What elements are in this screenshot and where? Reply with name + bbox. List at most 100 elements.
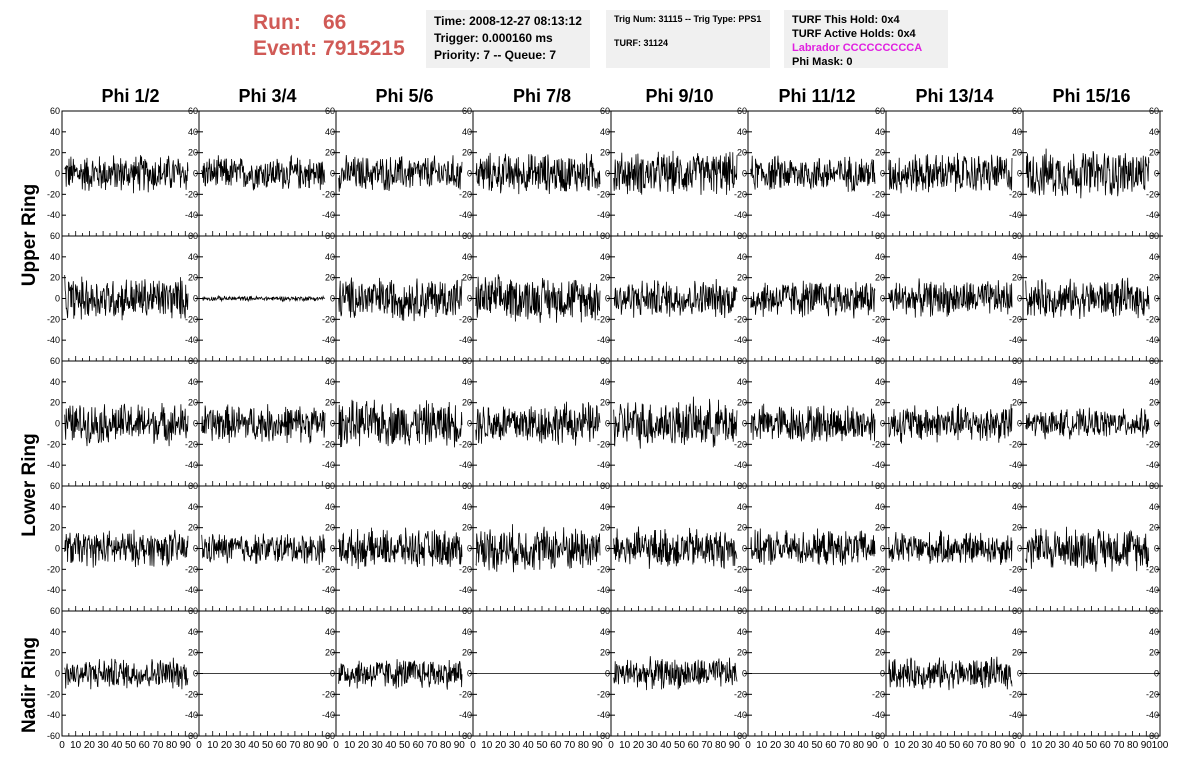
waveform-trace [613,278,738,319]
x-tick-label: 40 [935,740,947,751]
y-tick-label: 0 [1017,294,1022,304]
y-tick-label: 40 [188,377,198,387]
waveform-trace [338,154,463,192]
y-tick-label: 60 [600,481,610,491]
y-tick-label: -20 [597,189,610,199]
y-tick-label: 40 [50,627,60,637]
y-tick-label: 0 [742,294,747,304]
y-tick-label: 60 [1149,356,1159,366]
waveform-trace [475,524,601,573]
y-tick-label: 0 [467,544,472,554]
x-tick-label: 60 [276,740,288,751]
x-tick-label: 70 [839,740,851,751]
x-tick-label: 10 [207,740,219,751]
y-tick-label: -40 [459,335,472,345]
y-tick-label: -20 [1146,689,1159,699]
waveform-trace [338,399,463,448]
waveform-trace [64,529,189,568]
waveform-trace [613,396,738,449]
y-tick-label: -60 [459,731,472,741]
x-tick-label: 60 [688,740,700,751]
y-tick-label: 20 [600,273,610,283]
y-tick-label: 20 [1149,523,1159,533]
y-tick-label: 40 [875,627,885,637]
y-tick-label: -20 [872,564,885,574]
y-tick-label: -20 [322,314,335,324]
y-tick-label: 60 [188,356,198,366]
y-tick-label: -60 [322,731,335,741]
waveform-trace [888,278,1013,318]
y-tick-label: 60 [188,231,198,241]
x-tick-label: 0 [608,740,614,751]
x-tick-label: 0 [470,740,476,751]
x-tick-label: 80 [440,740,452,751]
y-tick-label: 60 [737,606,747,616]
y-tick-label: -40 [872,460,885,470]
y-tick-label: 60 [325,356,335,366]
y-tick-label: -20 [47,189,60,199]
waveform-trace [613,656,738,691]
x-tick-label: 0 [1020,740,1026,751]
y-tick-label: 20 [737,148,747,158]
waveform-trace [475,152,601,195]
y-tick-label: 0 [193,669,198,679]
y-tick-label: 40 [188,502,198,512]
column-label: Phi 11/12 [778,86,856,106]
y-tick-label: 60 [1149,481,1159,491]
waveform-trace [201,533,326,565]
y-tick-label: 20 [737,523,747,533]
x-tick-label: 80 [853,740,865,751]
y-tick-label: 40 [737,252,747,262]
y-tick-label: 40 [1012,252,1022,262]
y-tick-label: -40 [185,210,198,220]
x-tick-label: 30 [784,740,796,751]
y-tick-label: 20 [462,523,472,533]
x-tick-label: 0 [745,740,751,751]
y-tick-label: -40 [1146,335,1159,345]
y-tick-label: 40 [875,252,885,262]
y-tick-label: -60 [47,731,60,741]
waveform-trace [201,154,326,191]
y-tick-label: 40 [50,127,60,137]
y-tick-label: 40 [325,502,335,512]
y-tick-label: -20 [1009,564,1022,574]
waveform-trace [338,527,463,570]
trigger-info-box: Trig Num: 31115 -- Trig Type: PPS1 TURF:… [606,10,770,68]
x-tick-label: 100 [1152,740,1169,751]
y-tick-label: 60 [462,231,472,241]
y-tick-label: -20 [322,189,335,199]
y-tick-label: 20 [600,523,610,533]
y-tick-label: 60 [462,481,472,491]
y-tick-label: -40 [1009,335,1022,345]
y-tick-label: -20 [459,689,472,699]
y-tick-label: -40 [1146,210,1159,220]
x-tick-label: 80 [715,740,727,751]
x-tick-label: 0 [59,740,65,751]
y-tick-label: -60 [185,731,198,741]
y-tick-label: -20 [597,689,610,699]
y-tick-label: 0 [605,294,610,304]
x-tick-label: 70 [289,740,301,751]
y-tick-label: 20 [737,648,747,658]
x-tick-label: 10 [481,740,493,751]
y-tick-label: 40 [325,252,335,262]
y-tick-label: 40 [50,502,60,512]
x-tick-label: 30 [509,740,521,751]
y-tick-label: -60 [1009,731,1022,741]
y-tick-label: -20 [1146,564,1159,574]
y-tick-label: 40 [600,127,610,137]
y-tick-label: -40 [597,460,610,470]
x-tick-label: 60 [1100,740,1112,751]
y-tick-label: -40 [734,585,747,595]
y-tick-label: 40 [600,377,610,387]
y-tick-label: -20 [322,689,335,699]
x-tick-label: 50 [125,740,137,751]
y-tick-label: 0 [742,419,747,429]
y-tick-label: 0 [55,169,60,179]
waveform-trace [613,150,738,195]
waveform-trace [888,530,1013,565]
x-tick-label: 90 [1004,740,1016,751]
y-tick-label: 20 [1012,148,1022,158]
y-tick-label: 20 [1149,398,1159,408]
